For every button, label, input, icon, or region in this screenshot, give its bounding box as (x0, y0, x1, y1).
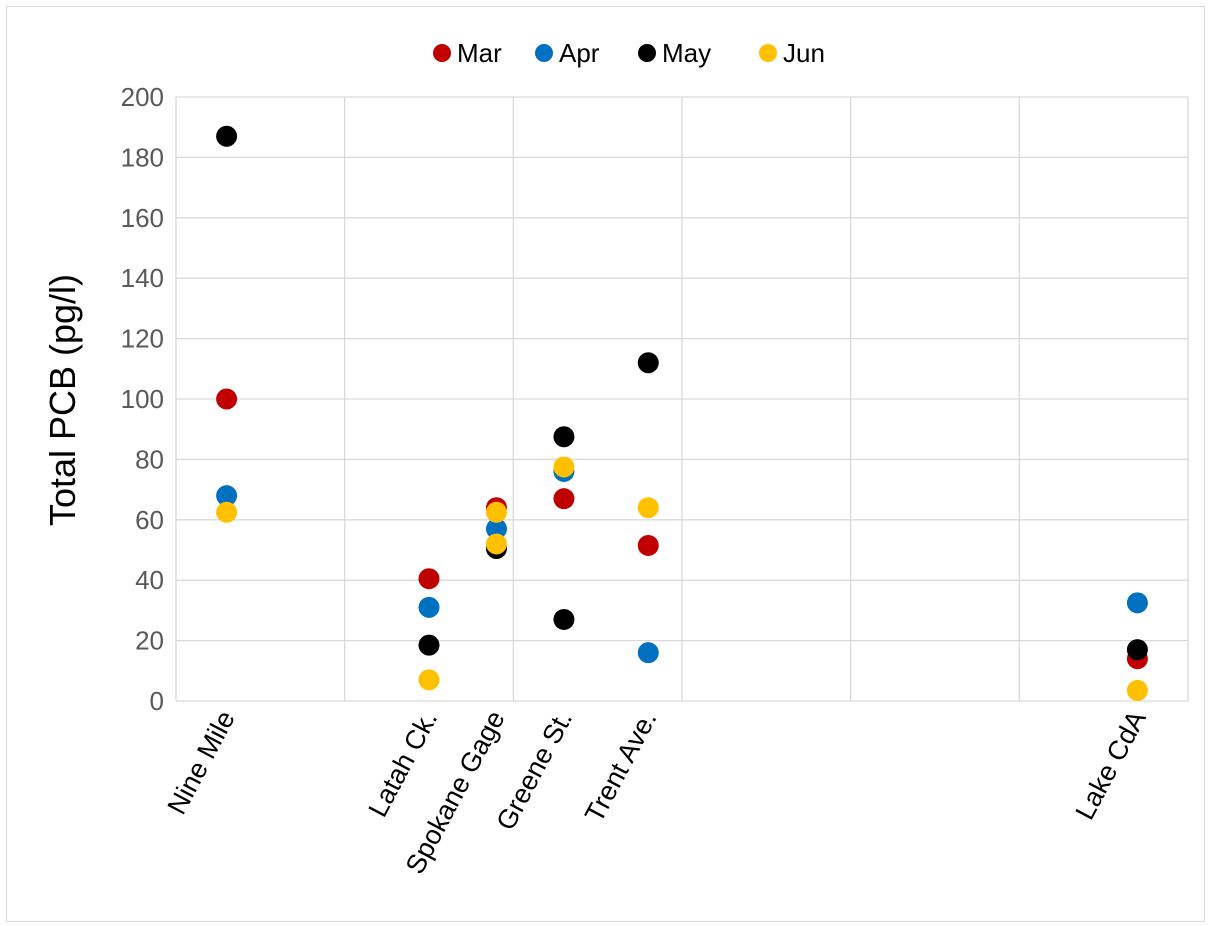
scatter-chart: 0 20 40 60 80 100 120 140 160 180 200 Nine Mile Lat… (42, 38, 1189, 879)
chart-frame: 0 20 40 60 80 100 120 140 160 180 200 Nine Mile Lat… (6, 6, 1205, 922)
y-tick-label: 20 (135, 626, 164, 656)
point-may (553, 608, 575, 630)
legend-label-mar: Mar (457, 38, 502, 68)
point-mar (637, 534, 659, 556)
legend-marker-apr (535, 44, 553, 62)
point-jun (485, 501, 507, 523)
legend-marker-mar (433, 44, 451, 62)
point-apr (216, 485, 238, 507)
legend-marker-may (638, 44, 656, 62)
point-jun (418, 669, 440, 691)
point-jun (553, 456, 575, 478)
y-tick-label: 140 (121, 263, 164, 293)
legend: Mar Apr May Jun (433, 38, 825, 68)
y-tick-label: 120 (121, 324, 164, 354)
point-may (1126, 639, 1148, 661)
point-jun (485, 533, 507, 555)
gridlines (175, 96, 1189, 702)
category-label: Lake CdA (1070, 706, 1152, 825)
y-tick-label: 200 (121, 82, 164, 112)
y-tick-label: 40 (135, 565, 164, 595)
point-may (553, 426, 575, 448)
legend-label-jun: Jun (783, 38, 825, 68)
point-apr (637, 642, 659, 664)
point-apr (485, 518, 507, 540)
point-mar (216, 388, 238, 410)
point-apr (418, 596, 440, 618)
y-tick-label: 0 (150, 686, 164, 716)
point-may (637, 352, 659, 374)
legend-label-may: May (662, 38, 711, 68)
point-mar (418, 568, 440, 590)
point-apr (1126, 592, 1148, 614)
point-jun (1126, 679, 1148, 701)
category-label: Trent Ave. (579, 706, 663, 827)
y-tick-label: 60 (135, 505, 164, 535)
point-mar (553, 488, 575, 510)
point-may (418, 634, 440, 656)
y-tick-label: 80 (135, 444, 164, 474)
y-axis-ticks: 0 20 40 60 80 100 120 140 160 180 200 (121, 82, 164, 716)
data-points (216, 125, 1148, 701)
point-may (216, 125, 238, 147)
point-jun (637, 497, 659, 519)
legend-marker-jun (759, 44, 777, 62)
y-tick-label: 100 (121, 384, 164, 414)
y-axis-label: Total PCB (pg/l) (42, 274, 83, 526)
category-label: Nine Mile (162, 706, 241, 819)
legend-label-apr: Apr (559, 38, 600, 68)
y-tick-label: 180 (121, 142, 164, 172)
y-tick-label: 160 (121, 203, 164, 233)
point-jun (216, 501, 238, 523)
